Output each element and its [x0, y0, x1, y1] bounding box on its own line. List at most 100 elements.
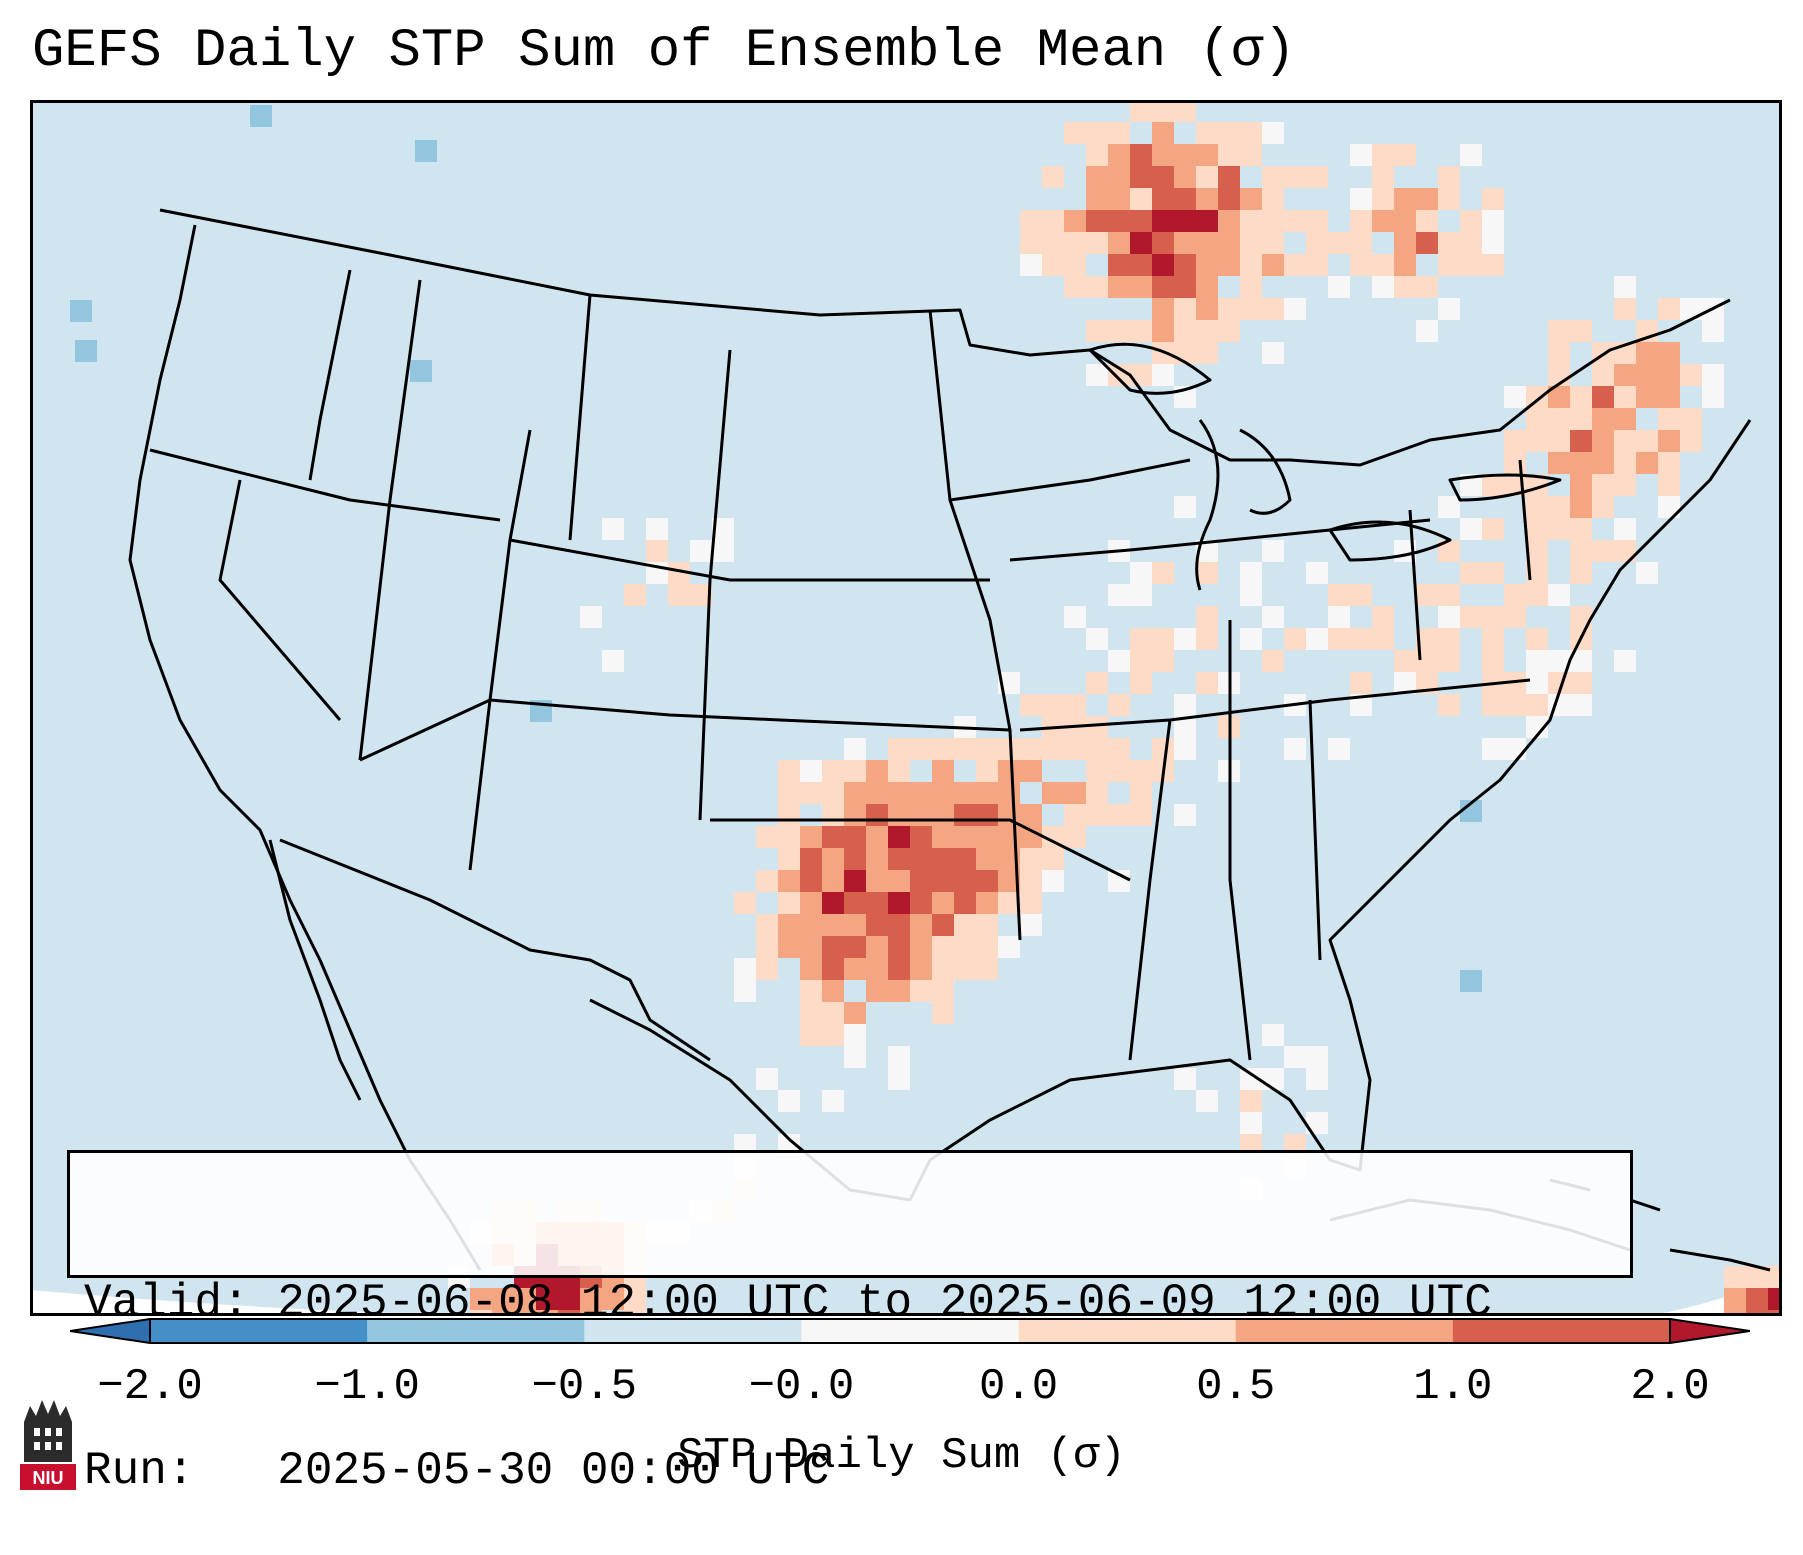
stp-cell	[976, 936, 998, 958]
stp-cell	[602, 518, 624, 540]
stp-cell	[1042, 782, 1064, 804]
stp-cell	[888, 1068, 910, 1090]
stp-cell	[1680, 408, 1702, 430]
stp-cell	[1372, 606, 1394, 628]
stp-cell	[1020, 892, 1042, 914]
stp-cell	[976, 760, 998, 782]
stp-cell	[1614, 474, 1636, 496]
stp-cell	[1064, 210, 1086, 232]
stp-cell	[1218, 144, 1240, 166]
stp-cell	[1218, 320, 1240, 342]
map-frame	[30, 100, 1782, 1316]
stp-cell	[1658, 342, 1680, 364]
stp-cell	[1262, 254, 1284, 276]
stp-cell	[1086, 804, 1108, 826]
stp-cell	[1174, 166, 1196, 188]
stp-cell	[1438, 166, 1460, 188]
stp-cell	[1108, 760, 1130, 782]
stp-cell	[1702, 364, 1724, 386]
stp-cell	[1328, 628, 1350, 650]
stp-cell	[1614, 650, 1636, 672]
stp-cell	[1548, 342, 1570, 364]
stp-cell	[866, 760, 888, 782]
stp-cell	[1460, 474, 1482, 496]
stp-cell	[954, 892, 976, 914]
stp-cell	[1020, 210, 1042, 232]
stp-cell	[1328, 276, 1350, 298]
stp-cell	[1240, 276, 1262, 298]
stp-cell	[1658, 364, 1680, 386]
stp-cell	[910, 870, 932, 892]
stp-cell	[1284, 628, 1306, 650]
stp-cell	[1394, 254, 1416, 276]
stp-cell	[1042, 848, 1064, 870]
stp-cell	[1614, 540, 1636, 562]
stp-cell	[844, 892, 866, 914]
stp-cell	[1240, 122, 1262, 144]
stp-cell	[1372, 210, 1394, 232]
stp-cell	[1482, 738, 1504, 760]
stp-cell	[1108, 122, 1130, 144]
stp-cell	[1130, 628, 1152, 650]
stp-cell	[1196, 254, 1218, 276]
stp-cell	[932, 980, 954, 1002]
stp-cell	[1350, 210, 1372, 232]
colorbar-segments	[150, 1319, 1671, 1343]
stp-cell	[1086, 188, 1108, 210]
stp-cell	[998, 892, 1020, 914]
stp-cell	[1526, 386, 1548, 408]
stp-cell	[1636, 430, 1658, 452]
stp-cell	[1042, 826, 1064, 848]
stp-cell	[1262, 188, 1284, 210]
stp-cell	[1240, 144, 1262, 166]
stp-cell	[1086, 738, 1108, 760]
stp-cell	[910, 892, 932, 914]
stp-cell	[1592, 430, 1614, 452]
stp-cell	[1020, 694, 1042, 716]
stp-cell	[1460, 254, 1482, 276]
domain-edge	[30, 1290, 550, 1316]
stp-cell	[1570, 650, 1592, 672]
stp-cell	[690, 584, 712, 606]
colorbar-segment	[150, 1319, 368, 1343]
stp-cell	[932, 760, 954, 782]
stp-cell	[1372, 254, 1394, 276]
stp-cell	[910, 826, 932, 848]
stp-cell	[470, 1288, 492, 1310]
stp-cell	[1372, 166, 1394, 188]
stp-cell	[1262, 1024, 1284, 1046]
stp-cell	[910, 782, 932, 804]
stp-cell	[800, 914, 822, 936]
stp-cell	[800, 782, 822, 804]
colorbar-over-arrow	[1669, 1318, 1750, 1344]
chart-title: GEFS Daily STP Sum of Ensemble Mean (σ)	[32, 21, 1296, 82]
stp-cell	[70, 300, 92, 322]
stp-cell	[1658, 386, 1680, 408]
stp-cell	[1548, 408, 1570, 430]
stp-cell	[1174, 298, 1196, 320]
stp-cell	[1174, 320, 1196, 342]
stp-cell	[1086, 716, 1108, 738]
stp-cell	[1614, 518, 1636, 540]
stp-cell	[514, 1288, 536, 1310]
stp-cell	[1130, 584, 1152, 606]
stp-cell	[1548, 496, 1570, 518]
stp-cell	[1614, 408, 1636, 430]
stp-cell	[1460, 970, 1482, 992]
stp-cell	[822, 782, 844, 804]
stp-cell	[822, 936, 844, 958]
stp-cell	[1108, 166, 1130, 188]
stp-cell	[1592, 540, 1614, 562]
stp-cell	[1042, 254, 1064, 276]
stp-cell	[602, 650, 624, 672]
stp-cell	[1702, 386, 1724, 408]
stp-cell	[1152, 650, 1174, 672]
stp-cell	[1020, 232, 1042, 254]
stp-cell	[1438, 254, 1460, 276]
stp-cell	[1108, 694, 1130, 716]
stp-cell	[910, 936, 932, 958]
stp-cell	[954, 738, 976, 760]
stp-cell	[1372, 188, 1394, 210]
stp-cell	[1240, 1112, 1262, 1134]
stp-cell	[1570, 540, 1592, 562]
